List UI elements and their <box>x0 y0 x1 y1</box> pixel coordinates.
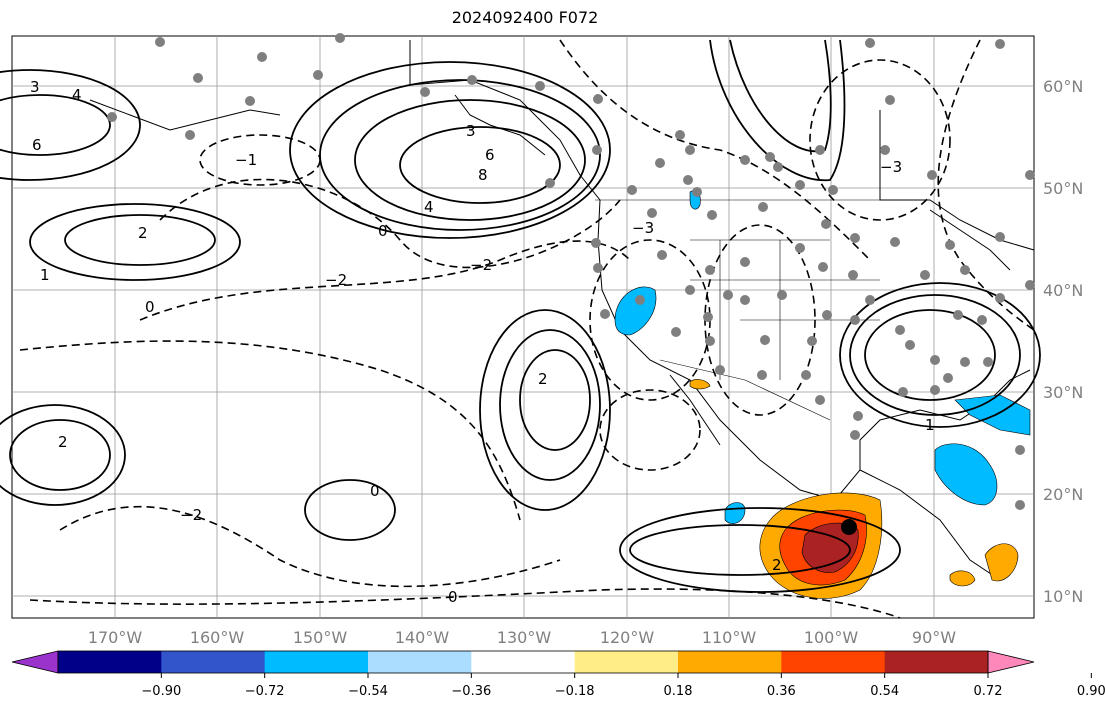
map-title: 2024092400 F072 <box>451 8 599 27</box>
contour-label: 2 <box>138 224 148 242</box>
contour-label: 1 <box>40 266 50 284</box>
contour-label: −2 <box>470 256 492 274</box>
colorbar-segment <box>781 651 886 673</box>
colorbar-tick-label: −0.18 <box>555 684 595 699</box>
lat-label: 10°N <box>1043 587 1083 606</box>
lon-label: 160°W <box>190 628 245 647</box>
contour-label: 6 <box>32 136 42 154</box>
colorbar-segment <box>471 651 576 673</box>
contour-label: −2 <box>180 506 202 524</box>
lat-label: 50°N <box>1043 179 1083 198</box>
colorbar-segment <box>264 651 369 673</box>
colorbar: −0.90 −0.72 −0.54 −0.36 −0.18 0.18 0.36 0.54 0.7… <box>11 650 1105 699</box>
colorbar-tick-label: 0.36 <box>767 684 796 699</box>
colorbar-segment <box>678 651 782 673</box>
colorbar-segment <box>884 651 989 673</box>
contour-label: 2 <box>58 433 68 451</box>
lon-label: 120°W <box>600 628 655 647</box>
colorbar-tick-label: 0.54 <box>870 684 899 699</box>
storm-center-marker <box>841 519 857 535</box>
colorbar-segment <box>161 651 266 673</box>
contour-label: −3 <box>880 158 902 176</box>
station-dots <box>107 33 1035 510</box>
latitude-labels: 60°N 50°N 40°N 30°N 20°N 10°N <box>1043 77 1083 606</box>
contour-label: −2 <box>325 271 347 289</box>
colorbar-tick-label: −0.36 <box>451 684 491 699</box>
lat-label: 40°N <box>1043 281 1083 300</box>
lon-label: 130°W <box>497 628 552 647</box>
contour-label: 6 <box>485 146 495 164</box>
colorbar-tick-label: 0.72 <box>974 684 1003 699</box>
contour-label: 1 <box>925 416 935 434</box>
lon-label: 90°W <box>912 628 956 647</box>
colorbar-outline <box>57 650 989 674</box>
contour-label: 2 <box>772 556 782 574</box>
lat-label: 20°N <box>1043 485 1083 504</box>
lon-label: 170°W <box>88 628 143 647</box>
borders <box>595 199 880 421</box>
contour-label: 0 <box>448 588 458 606</box>
lat-label: 30°N <box>1043 383 1083 402</box>
contour-label: 4 <box>424 198 434 216</box>
lon-label: 140°W <box>395 628 450 647</box>
colorbar-segment <box>368 651 472 673</box>
lon-label: 110°W <box>702 628 757 647</box>
longitude-labels: 170°W 160°W 150°W 140°W 130°W 120°W 110°… <box>88 628 956 647</box>
contour-label: 0 <box>370 482 380 500</box>
contour-label: 8 <box>478 166 488 184</box>
contour-label: 0 <box>378 222 388 240</box>
contour-label: 4 <box>72 86 82 104</box>
contour-label: 0 <box>145 298 155 316</box>
lat-label: 60°N <box>1043 77 1083 96</box>
colorbar-segment <box>58 651 162 673</box>
contour-label: 2 <box>538 370 548 388</box>
contour-label: 3 <box>30 78 40 96</box>
colorbar-tick-label: 0.18 <box>664 684 693 699</box>
contour-labels: 8 6 3 4 0 2 1 2 2 0 2 0 3 4 6 −1 −2 −2 0… <box>30 78 935 606</box>
contour-label: −1 <box>235 151 257 169</box>
lon-label: 100°W <box>804 628 859 647</box>
colorbar-segment <box>574 651 679 673</box>
coastlines <box>89 40 1035 581</box>
colorbar-tick-label: −0.72 <box>245 684 285 699</box>
colorbar-tick-label: −0.90 <box>141 684 181 699</box>
colorbar-arrow-high <box>987 650 1035 674</box>
positive-contours <box>0 39 1041 593</box>
colorbar-tick-label: −0.54 <box>348 684 388 699</box>
contour-label: 3 <box>466 122 476 140</box>
lon-label: 150°W <box>293 628 348 647</box>
contour-label: −3 <box>632 219 654 237</box>
colorbar-tick-label: 0.90 <box>1077 684 1105 699</box>
colorbar-arrow-low <box>11 650 59 674</box>
